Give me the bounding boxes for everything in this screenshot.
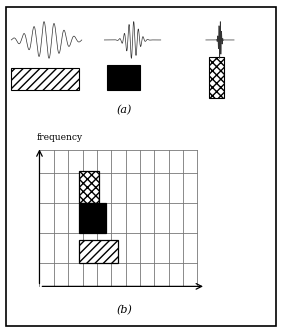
Bar	[11, 68, 79, 90]
Text: (a): (a)	[116, 105, 132, 115]
Bar	[79, 240, 118, 263]
Bar	[107, 65, 140, 90]
Bar	[209, 57, 224, 98]
Bar	[79, 203, 106, 233]
Bar	[79, 171, 99, 203]
Text: (b): (b)	[116, 305, 132, 315]
Text: frequency: frequency	[37, 133, 83, 142]
